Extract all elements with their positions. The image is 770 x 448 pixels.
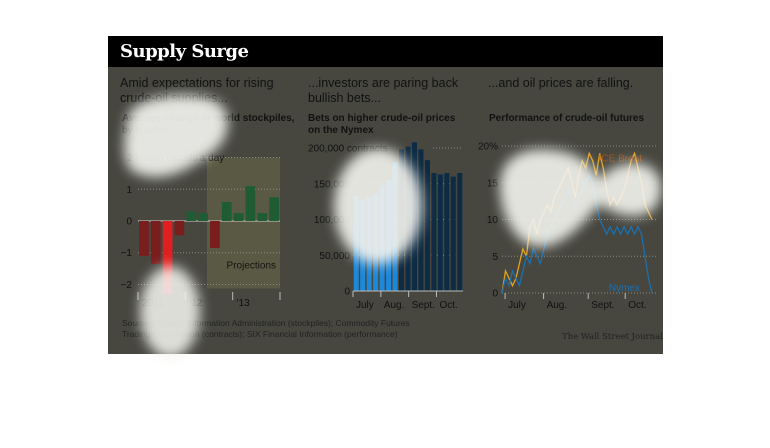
x-tick-label: 2011	[142, 298, 164, 309]
y-tick-label: 0	[344, 287, 350, 298]
contracts-bar	[431, 173, 437, 291]
stockpile-bar	[245, 186, 256, 221]
brent-series-label: ICE Brent	[599, 153, 643, 164]
x-tick-label: Sept.	[412, 300, 435, 311]
x-tick-label: Oct.	[628, 300, 646, 311]
brent-series-line	[501, 151, 653, 294]
contracts-bar	[405, 146, 411, 291]
contracts-bar	[353, 195, 359, 291]
futures-chart-title: Performance of crude-oil futures	[489, 113, 659, 125]
y-tick-label: 100,000	[314, 215, 351, 226]
stockpile-bar	[221, 201, 232, 221]
graphic-panel: Supply Surge Amid expectations for risin…	[108, 36, 663, 354]
nymex-series-line	[501, 173, 653, 294]
y-tick-label: 1	[126, 185, 132, 196]
stockpile-bar	[162, 221, 173, 294]
stockpile-bar	[233, 213, 244, 221]
stockpile-bar	[198, 213, 208, 221]
unit-label: 2 million barrels a day	[127, 153, 224, 164]
stockpile-bar	[186, 211, 197, 221]
headline-left: Amid expectations for rising crude-oil s…	[120, 76, 274, 105]
wsj-credit: The Wall Street Journal	[562, 332, 663, 342]
y-tick-label: 10	[487, 215, 499, 226]
stockpile-bar	[269, 197, 279, 221]
y-tick-label: 20%	[478, 142, 498, 153]
contracts-bar	[411, 142, 417, 291]
y-tick-label: 50,000	[319, 251, 350, 262]
stockpiles-chart-title: Average change in world stockpiles,	[122, 113, 297, 125]
contracts-bar	[437, 174, 443, 291]
stockpile-bar	[257, 213, 268, 221]
y-tick-label: 0	[492, 289, 498, 300]
stockpile-bar	[174, 221, 185, 236]
y-tick-label: 5	[492, 252, 498, 263]
stockpile-bar	[210, 221, 220, 248]
contracts-bar	[379, 185, 385, 291]
x-tick-label: Aug.	[547, 300, 568, 311]
y-tick-label: 0	[126, 217, 132, 228]
contracts-bar	[360, 199, 366, 291]
x-tick-label: Aug.	[384, 300, 405, 311]
y-tick-label: 150,000	[314, 179, 351, 190]
futures-line-chart: 20% 15 10 5 0 ICE Brent Nymex July Aug. Sept. Oct.	[478, 142, 656, 311]
x-tick-label: '12	[189, 298, 202, 309]
contracts-bar	[444, 173, 450, 291]
stockpile-bar	[150, 221, 161, 264]
y-tick-label: 15	[487, 178, 499, 189]
y-tick-label: −2	[121, 280, 133, 291]
contracts-bar	[392, 162, 398, 291]
stockpile-bar	[139, 221, 149, 256]
contracts-chart-title: Bets on higher crude-oil prices on the N…	[308, 113, 468, 137]
contracts-bar	[386, 180, 392, 291]
stockpiles-title-text: Average change in world stockpiles,	[122, 113, 295, 124]
headline-middle: ...investors are paring back bullish bet…	[308, 76, 459, 105]
sources-note: Sources: Energy Information Administrati…	[122, 318, 410, 339]
contracts-bar-chart: 200,000 contracts 150,000 100,000 50,000 0 Ju…	[308, 142, 463, 311]
x-tick-label: '13	[237, 298, 250, 309]
contracts-bar	[373, 193, 379, 291]
contracts-bar	[399, 149, 405, 291]
contracts-bar	[450, 176, 456, 291]
graphic-title: Supply Surge	[120, 41, 249, 62]
y-tick-label: −1	[121, 248, 133, 259]
contracts-bar	[366, 196, 372, 291]
x-tick-label: July	[508, 300, 526, 311]
x-tick-label: Sept.	[591, 300, 614, 311]
contracts-title-text: Bets on higher crude-oil prices on the N…	[308, 113, 456, 136]
contracts-bar	[418, 149, 424, 291]
y-tick-label: 200,000 contracts	[308, 144, 388, 155]
contracts-bar	[424, 160, 430, 291]
headline-right: ...and oil prices are falling.	[488, 76, 634, 90]
x-tick-label: Oct.	[439, 300, 457, 311]
title-bar: Supply Surge	[108, 36, 663, 67]
nymex-series-label: Nymex	[609, 283, 640, 294]
projections-label: Projections	[227, 261, 276, 272]
futures-title-text: Performance of crude-oil futures	[489, 113, 645, 124]
stockpiles-bar-chart: 1 0 −1 −2 2 million barrels a day Projections…	[121, 153, 281, 309]
x-tick-label: July	[356, 300, 374, 311]
contracts-bar	[457, 173, 463, 291]
